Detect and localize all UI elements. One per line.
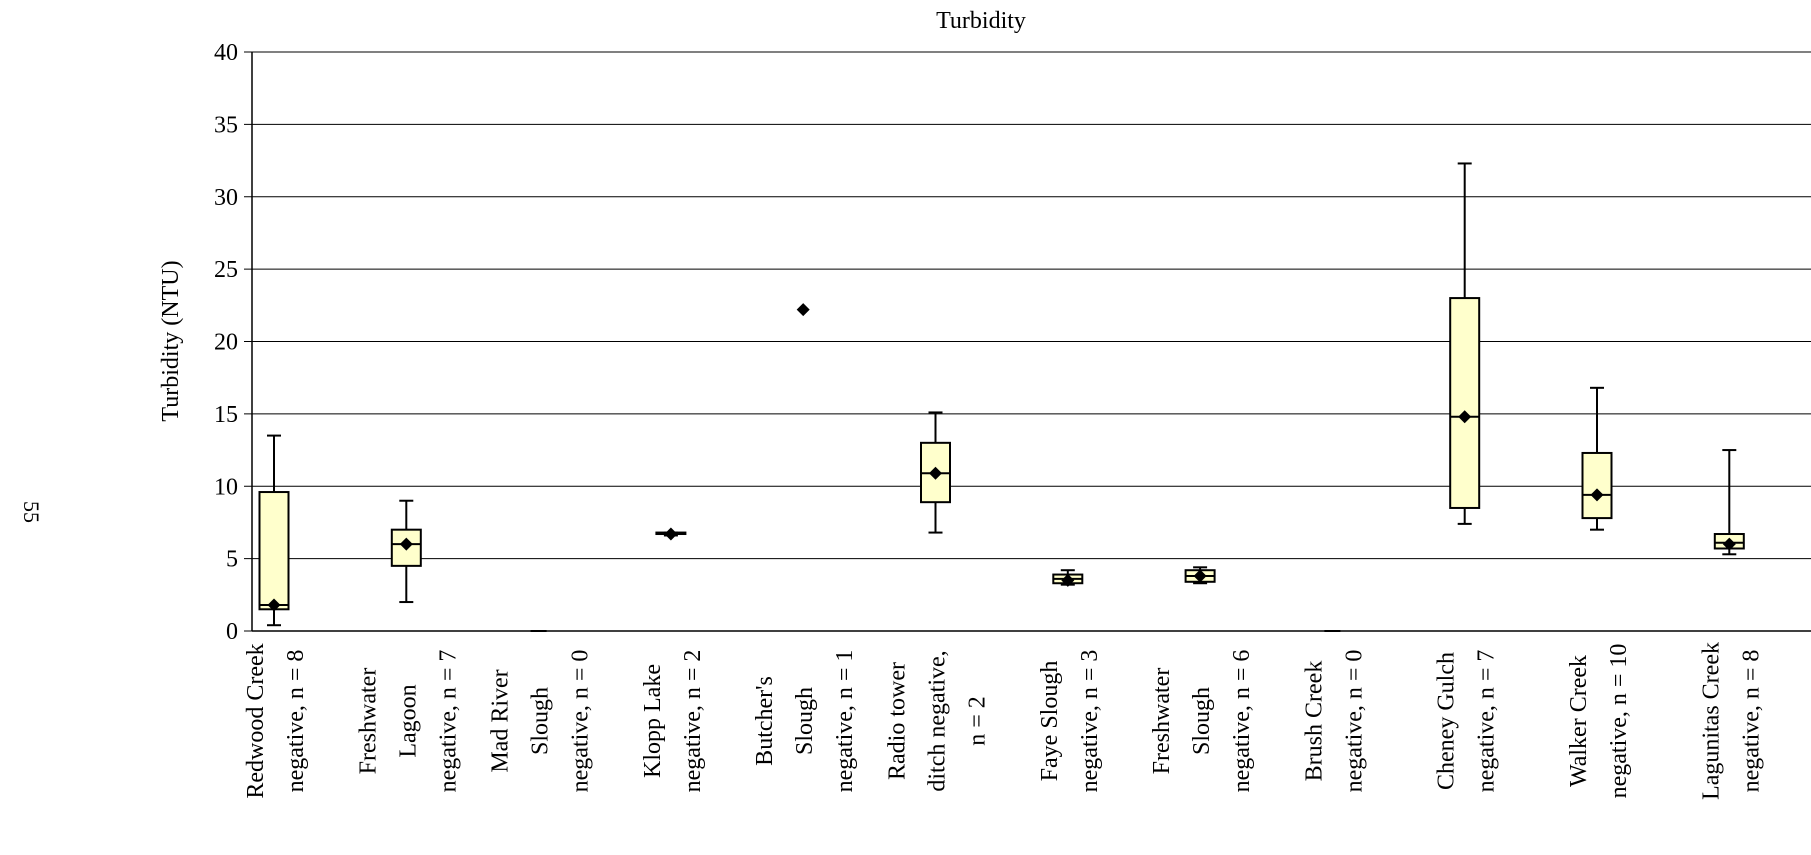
box-group-10: [1449, 162, 1481, 525]
y-tick-label-40: 40: [214, 40, 238, 66]
x-category-label: Brush Creek: [1301, 661, 1327, 782]
x-category-label: Slough: [528, 687, 554, 755]
mean-marker: [664, 527, 678, 541]
x-category-label: negative, n = 0: [1341, 650, 1367, 793]
x-category-label: Walker Creek: [1566, 655, 1592, 787]
x-category-label: n = 2: [965, 696, 991, 746]
box-group-7: [1052, 569, 1084, 587]
x-category-label: negative, n = 0: [568, 650, 594, 793]
mean-marker: [929, 466, 942, 480]
x-category-label: Slough: [1189, 687, 1215, 755]
box-group-5: [796, 303, 810, 317]
box-group-8: [1184, 566, 1216, 585]
y-tick-label-10: 10: [214, 474, 238, 500]
mean-marker: [1458, 410, 1472, 424]
grid-lines: [252, 51, 1811, 560]
page-number: 55: [19, 501, 44, 523]
x-category-label: negative, n = 7: [1474, 650, 1500, 793]
x-category-label: Mad River: [488, 669, 514, 772]
x-category-label: Slough: [792, 687, 818, 755]
box-group-6: [920, 411, 951, 534]
x-category-label: Cheney Gulch: [1434, 652, 1460, 790]
y-tick-label-20: 20: [214, 330, 238, 356]
mean-marker: [1193, 569, 1207, 583]
x-category-label: Redwood Creek: [243, 643, 269, 798]
box-group-12: [1713, 449, 1745, 556]
y-tick-label-0: 0: [226, 619, 238, 645]
x-category-label: Faye Slough: [1037, 661, 1063, 782]
box-iqr: [1581, 451, 1613, 520]
mean-marker: [1590, 488, 1604, 502]
x-category-label: Radio tower: [885, 662, 911, 780]
box-iqr: [258, 491, 290, 611]
x-tick-labels: Redwood Creek negative, n = 8 Freshwater La…: [243, 642, 1764, 800]
y-tick-label-15: 15: [214, 402, 238, 428]
box-group-2: [390, 499, 422, 604]
x-category-label: negative, n = 6: [1229, 650, 1255, 793]
y-tick-label-25: 25: [214, 257, 238, 283]
box-series: [258, 162, 1745, 632]
mean-marker: [267, 598, 281, 612]
y-tick-label-5: 5: [226, 547, 238, 573]
y-tick-labels: 0 5 10 15 20 25 30 35 40: [214, 40, 252, 645]
x-category-label: negative, n = 10: [1606, 644, 1632, 799]
y-axis-label: Turbidity (NTU): [158, 260, 184, 421]
x-category-label: Lagoon: [395, 684, 421, 757]
mean-marker: [399, 537, 413, 551]
box-group-1: [258, 434, 290, 627]
box-group-4: [655, 527, 687, 541]
y-tick-label-30: 30: [214, 185, 238, 211]
x-category-label: negative, n = 7: [435, 650, 461, 793]
x-category-label: Freshwater: [355, 668, 381, 775]
x-category-label: Freshwater: [1149, 668, 1175, 775]
x-category-label: negative, n = 8: [283, 650, 309, 793]
x-category-label: Butcher's: [752, 676, 778, 766]
mean-marker: [1061, 573, 1075, 587]
box-iqr: [1449, 297, 1481, 509]
box-group-11: [1581, 386, 1613, 531]
x-category-label: negative, n = 1: [832, 650, 858, 793]
x-category-label: ditch negative,: [925, 650, 951, 791]
y-tick-label-35: 35: [214, 112, 238, 138]
x-category-label: Lagunitas Creek: [1698, 642, 1724, 800]
x-category-label: Klopp Lake: [640, 664, 666, 778]
x-category-label: negative, n = 8: [1738, 650, 1764, 793]
chart-title: Turbidity: [936, 8, 1026, 34]
x-category-label: negative, n = 3: [1077, 650, 1103, 793]
mean-marker: [796, 303, 810, 317]
x-category-label: negative, n = 2: [680, 650, 706, 793]
mean-marker: [1722, 537, 1736, 551]
